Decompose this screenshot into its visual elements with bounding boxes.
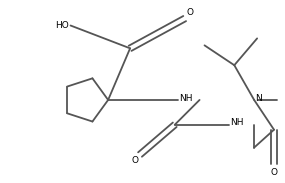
Text: N: N	[255, 94, 262, 103]
Text: O: O	[186, 8, 194, 17]
Text: O: O	[270, 168, 278, 177]
Text: NH: NH	[179, 94, 192, 103]
Text: HO: HO	[55, 21, 69, 30]
Text: O: O	[131, 156, 138, 165]
Text: NH: NH	[230, 118, 244, 127]
